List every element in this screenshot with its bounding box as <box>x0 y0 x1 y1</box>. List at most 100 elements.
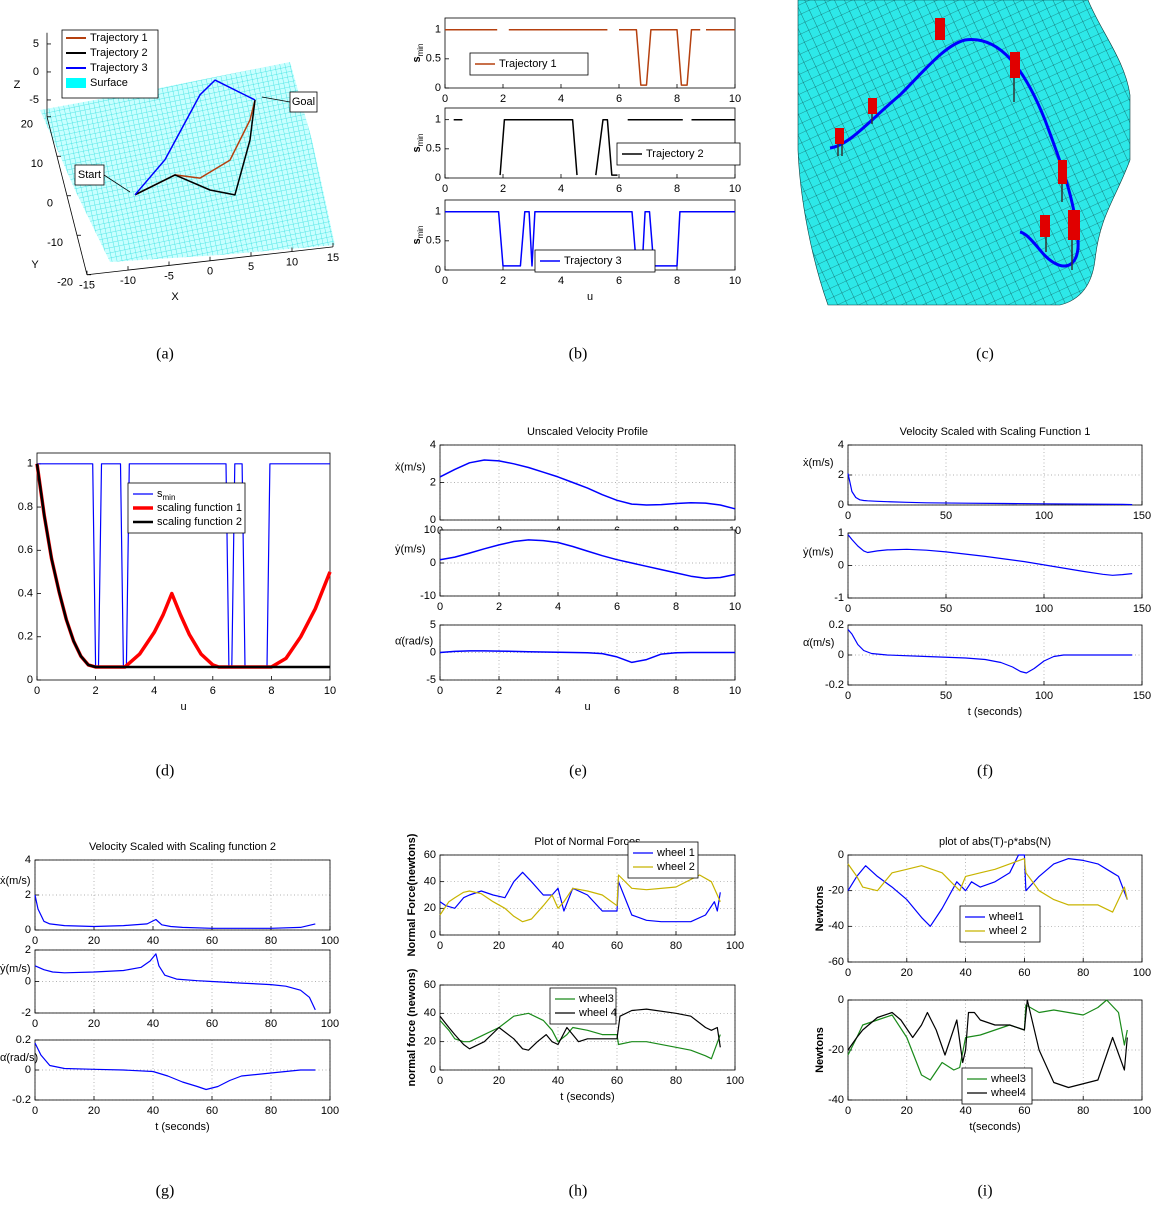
x-tick-label: 80 <box>670 1075 682 1087</box>
y-tick-label: 40 <box>424 1007 436 1019</box>
x-tick-label: 0 <box>32 1018 38 1030</box>
legend-text: wheel3 <box>990 1073 1026 1085</box>
x-tick-label: 4 <box>558 183 564 195</box>
y-axis-label: α̇(rad/s) <box>395 635 433 647</box>
legend: wheel3 wheel 4 <box>549 987 617 1025</box>
z-tick-label: 5 <box>33 38 39 50</box>
subplot-title: Velocity Scaled with Scaling Function 1 <box>900 426 1091 438</box>
x-axis-label: t (seconds) <box>560 1091 614 1103</box>
legend-label: wheel4 <box>990 1087 1026 1099</box>
legend: wheel3 wheel4 <box>961 1067 1033 1105</box>
series-line <box>439 539 736 579</box>
y-tick-label: 0 <box>435 172 441 184</box>
x-tick-label: 20 <box>88 1018 100 1030</box>
x-tick-label: 0 <box>845 967 851 979</box>
legend-box <box>616 142 741 166</box>
series-line <box>847 999 1128 1081</box>
legend-text: Trajectory 2 <box>646 148 704 160</box>
x-tick-label: 0 <box>845 1105 851 1117</box>
y-tick-label: 4 <box>25 854 31 866</box>
x-tick-label: 0 <box>845 603 851 615</box>
x-tick-label: 80 <box>265 1105 277 1117</box>
legend-label: Trajectory 3 <box>90 62 148 74</box>
series-line <box>445 210 735 267</box>
x-tick-label: 20 <box>493 940 505 952</box>
x-tick-label: 4 <box>558 93 564 105</box>
x-tick-label: 150 <box>1133 603 1151 615</box>
y-tick-label: 10 <box>31 158 43 170</box>
x-tick-label: 60 <box>1018 1105 1030 1117</box>
y-tick-label: 2 <box>25 889 31 901</box>
legend-label: scaling function 2 <box>157 516 242 528</box>
x-tick-label: 2 <box>500 183 506 195</box>
x-axis-label: u <box>584 701 590 713</box>
y-axis-label: ẋ(m/s) <box>803 457 834 469</box>
x-tick-label: 100 <box>321 935 339 947</box>
x-tick-label: 8 <box>674 93 680 105</box>
x-tick-label: 0 <box>437 601 443 613</box>
y-tick-label: 4 <box>838 439 844 451</box>
series-line <box>439 874 721 923</box>
y-tick-label: 0.2 <box>16 1034 31 1046</box>
y-axis-label: smin <box>411 225 425 244</box>
series-line <box>847 534 1133 576</box>
x-tick-label: 6 <box>614 685 620 697</box>
legend-text: Surface <box>90 77 128 89</box>
legend-text: Trajectory 1 <box>90 32 148 44</box>
x-tick-label: 40 <box>959 1105 971 1117</box>
legend-label: wheel 4 <box>578 1007 617 1019</box>
y-tick-label: 0 <box>430 929 436 941</box>
x-tick-label: 80 <box>265 1018 277 1030</box>
legend-box <box>961 1067 1033 1105</box>
x-tick-label: 100 <box>1035 690 1053 702</box>
y-axis-label: Newtons <box>814 1027 826 1073</box>
legend-label: Trajectory 2 <box>90 47 148 59</box>
y-tick-label: 0.5 <box>426 53 441 65</box>
x-tick-label: 8 <box>674 275 680 287</box>
y-label-text: s <box>411 146 423 152</box>
y-tick-label: 0 <box>25 975 31 987</box>
y-tick-label: 1 <box>838 527 844 539</box>
x-tick-label: 8 <box>673 685 679 697</box>
x-axis-label: t (seconds) <box>968 706 1022 718</box>
y-tick-label: 0.2 <box>18 631 33 643</box>
x-tick-label: 60 <box>611 1075 623 1087</box>
x-tick-label: 50 <box>940 603 952 615</box>
legend-text: wheel3 <box>578 993 614 1005</box>
legend-label: wheel1 <box>988 911 1024 923</box>
annotation-arrow <box>103 174 131 193</box>
x-tick-label: -15 <box>79 280 95 292</box>
legend-text: Trajectory 3 <box>564 255 622 267</box>
y-tick-label: 10 <box>424 524 436 536</box>
legend-text: scaling function 1 <box>157 502 242 514</box>
x-tick-label: 0 <box>442 275 448 287</box>
legend-label: wheel 2 <box>656 861 695 873</box>
caption: (c) <box>976 346 994 363</box>
x-tick-label: 20 <box>901 1105 913 1117</box>
y-tick-label: 0 <box>838 559 844 571</box>
legend-swatch <box>66 78 86 88</box>
series-line <box>453 118 735 176</box>
x-tick-label: 50 <box>940 690 952 702</box>
legend-box <box>549 987 617 1025</box>
series-line <box>34 1042 316 1091</box>
legend-box <box>627 841 699 879</box>
subplot-title: Unscaled Velocity Profile <box>527 426 648 438</box>
series-line <box>35 463 330 669</box>
y-tick-label: -60 <box>828 956 844 968</box>
x-tick-label: 100 <box>726 940 744 952</box>
annotation: Start <box>78 169 101 181</box>
x-tick-label: 10 <box>729 183 741 195</box>
x-tick-label: 40 <box>147 935 159 947</box>
legend-text: Trajectory 2 <box>90 47 148 59</box>
subplot-title: plot of abs(T)-ρ*abs(N) <box>939 836 1051 848</box>
y-tick-label: -2 <box>21 1007 31 1019</box>
y-tick-label: 0 <box>435 82 441 94</box>
x-tick-label: 2 <box>500 275 506 287</box>
x-tick-label: -5 <box>164 270 174 282</box>
y-axis-label: α̇(rad/s) <box>0 1052 38 1064</box>
x-tick-label: 10 <box>324 685 336 697</box>
caption: (g) <box>156 1183 175 1200</box>
y-tick-label: -10 <box>420 590 436 602</box>
